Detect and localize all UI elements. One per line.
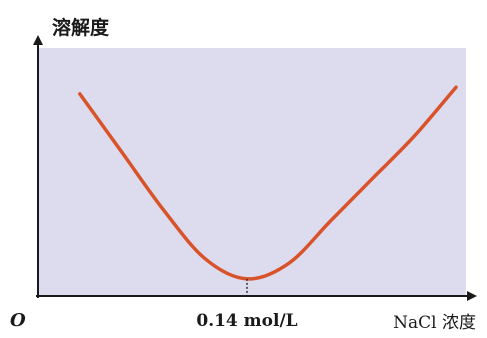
origin-label: O <box>10 310 26 331</box>
x-tick-label: 0.14 mol/L <box>196 311 297 331</box>
solubility-curve-series-0 <box>78 85 458 281</box>
curve-layer <box>78 85 458 281</box>
x-axis-label: NaCl 浓度 <box>393 313 476 333</box>
y-axis-label: 溶解度 <box>52 16 110 39</box>
plot-background <box>38 48 466 296</box>
